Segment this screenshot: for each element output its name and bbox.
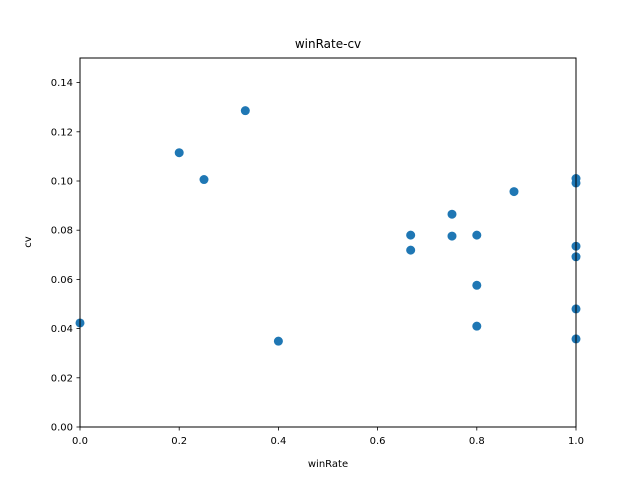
x-tick-label: 0.6 bbox=[370, 436, 386, 447]
x-tick-label: 0.0 bbox=[72, 436, 88, 447]
x-tick-label: 0.4 bbox=[270, 436, 286, 447]
plot-frame bbox=[79, 57, 577, 428]
y-axis-label: cv bbox=[23, 236, 34, 247]
x-tick-label: 0.8 bbox=[469, 436, 485, 447]
data-point bbox=[447, 231, 457, 241]
data-point bbox=[174, 148, 184, 158]
data-point bbox=[509, 187, 519, 197]
points-layer bbox=[75, 106, 581, 346]
y-axis: 0.00 0.02 0.04 0.06 0.08 0.10 0.12 0.14 bbox=[51, 78, 80, 434]
y-tick-label: 0.06 bbox=[51, 275, 73, 286]
y-tick-label: 0.00 bbox=[51, 423, 73, 434]
x-tick-label: 0.2 bbox=[171, 436, 187, 447]
x-axis: 0.0 0.2 0.4 0.6 0.8 1.0 bbox=[72, 427, 584, 447]
data-point bbox=[472, 321, 482, 331]
x-tick-label: 1.0 bbox=[568, 436, 584, 447]
data-point bbox=[273, 336, 283, 346]
y-tick-label: 0.10 bbox=[51, 177, 73, 188]
data-point bbox=[406, 230, 416, 240]
y-tick-label: 0.02 bbox=[51, 373, 73, 384]
x-axis-label: winRate bbox=[308, 459, 348, 470]
y-tick-label: 0.08 bbox=[51, 226, 73, 237]
data-point bbox=[406, 245, 416, 255]
y-tick-label: 0.04 bbox=[51, 324, 73, 335]
data-point bbox=[447, 209, 457, 219]
data-point bbox=[472, 280, 482, 290]
data-point bbox=[472, 230, 482, 240]
data-point bbox=[199, 175, 209, 185]
y-tick-label: 0.12 bbox=[51, 127, 73, 138]
chart-title: winRate-cv bbox=[295, 37, 361, 51]
y-tick-label: 0.14 bbox=[51, 78, 73, 89]
data-point bbox=[240, 106, 250, 116]
